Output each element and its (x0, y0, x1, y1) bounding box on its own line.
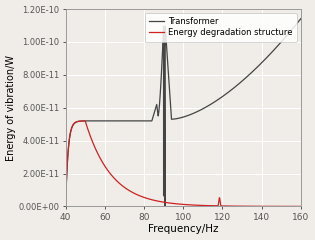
Transformer (217, 98, 220, 101)
Energy degradation structure (64, 205, 67, 208)
Transformer (154, 107, 158, 110)
Line: Energy degradation structure: Energy degradation structure (66, 121, 301, 206)
Energy degradation structure (154, 199, 158, 202)
Energy degradation structure (299, 205, 303, 208)
Transformer (257, 64, 261, 67)
Energy degradation structure (205, 204, 209, 207)
Transformer (106, 120, 110, 122)
Energy degradation structure (239, 205, 243, 208)
Y-axis label: Energy of vibration/W: Energy of vibration/W (6, 55, 15, 161)
Energy degradation structure (257, 205, 261, 208)
Energy degradation structure (106, 170, 110, 173)
Transformer (239, 80, 243, 83)
X-axis label: Frequency/Hz: Frequency/Hz (148, 224, 218, 234)
Transformer (64, 205, 67, 208)
Line: Transformer: Transformer (66, 19, 301, 206)
Transformer (299, 17, 303, 20)
Transformer (205, 105, 209, 108)
Energy degradation structure (217, 202, 220, 204)
Legend: Transformer, Energy degradation structure: Transformer, Energy degradation structur… (145, 13, 297, 42)
Energy degradation structure (83, 120, 87, 122)
